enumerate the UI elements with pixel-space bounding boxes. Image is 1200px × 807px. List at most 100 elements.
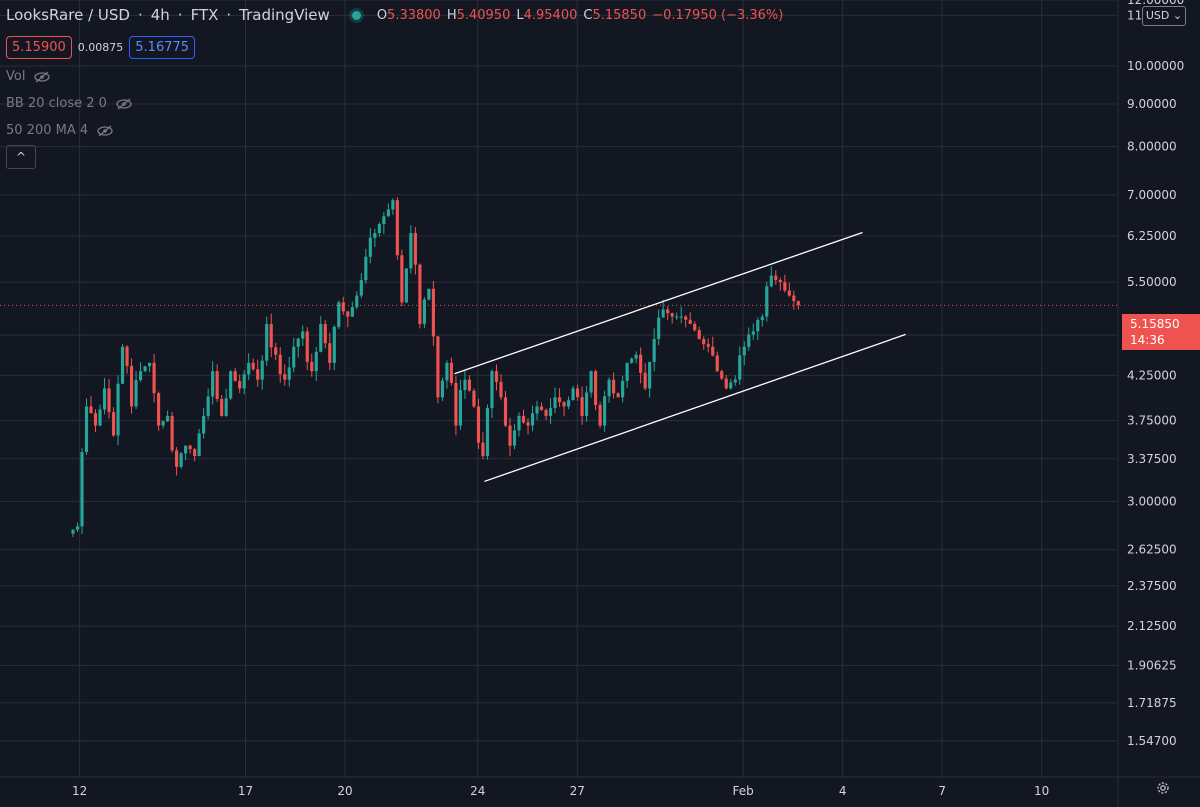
candle-body xyxy=(323,323,327,344)
candle-body xyxy=(580,397,584,416)
candle-body xyxy=(93,413,98,426)
candle-body xyxy=(517,415,521,431)
indicator-label: 50 200 MA 4 xyxy=(6,123,89,138)
candle-body xyxy=(328,343,332,363)
candle-body xyxy=(382,216,386,225)
candle-body xyxy=(152,362,156,394)
candle-body xyxy=(729,382,733,389)
candle-body xyxy=(188,445,192,450)
trend-channel xyxy=(454,231,906,483)
candle-body xyxy=(499,381,503,398)
candle-body xyxy=(395,200,399,256)
indicator-bb[interactable]: BB 20 close 2 0 xyxy=(6,96,133,111)
candle-body xyxy=(661,309,665,318)
eye-slash-icon[interactable] xyxy=(96,125,114,137)
candle-body xyxy=(621,380,625,398)
buy-price-button[interactable]: 5.16775 xyxy=(129,36,196,59)
time-tick-label: 4 xyxy=(839,784,847,798)
candle-body xyxy=(80,452,84,527)
candle-body xyxy=(404,268,408,303)
candle-body xyxy=(715,355,719,372)
candle-body xyxy=(211,371,215,397)
source-label: TradingView xyxy=(239,6,330,24)
candle-body xyxy=(287,367,291,380)
candle-body xyxy=(612,379,616,394)
candle-body xyxy=(84,406,89,453)
gear-icon[interactable] xyxy=(1155,780,1171,796)
price-tick-label: 2.12500 xyxy=(1127,619,1177,633)
low-value: L4.95400 xyxy=(516,7,578,23)
candle-body xyxy=(512,430,517,446)
indicator-label: Vol xyxy=(6,69,26,84)
candle-body xyxy=(346,311,350,317)
candle-body xyxy=(688,319,692,324)
candle-body xyxy=(274,347,278,355)
time-axis: 12 17 20 24 27 Feb 4 7 10 xyxy=(0,776,1200,798)
collapse-legend-button[interactable]: ^ xyxy=(6,145,36,169)
trade-panel: 5.15900 0.00875 5.16775 xyxy=(6,36,196,59)
candle-body xyxy=(319,323,323,352)
chevron-down-icon: ⌄ xyxy=(1172,9,1183,22)
candle-body xyxy=(598,405,602,426)
candle-body xyxy=(107,388,111,413)
candle-body xyxy=(111,412,116,436)
candle-body xyxy=(305,331,309,362)
currency-button[interactable]: USD ⌄ xyxy=(1142,6,1186,26)
candle-body xyxy=(251,362,255,370)
high-value: H5.40950 xyxy=(446,7,511,23)
candle-body xyxy=(643,372,647,389)
candle-body xyxy=(341,302,345,312)
price-tick-label: 3.37500 xyxy=(1127,452,1177,466)
time-tick-label: 12 xyxy=(72,784,87,798)
indicator-vol[interactable]: Vol xyxy=(6,69,51,84)
channel-upper-line[interactable] xyxy=(454,231,863,375)
last-price-value: 5.15850 xyxy=(1130,317,1180,331)
eye-slash-icon[interactable] xyxy=(115,98,133,110)
candle-body xyxy=(256,369,260,380)
time-tick-label: 20 xyxy=(337,784,352,798)
symbol-name[interactable]: LooksRare / USD xyxy=(6,6,130,24)
candle-body xyxy=(116,383,120,436)
candle-body xyxy=(530,413,535,426)
candle-body xyxy=(548,408,553,416)
candle-body xyxy=(409,233,413,269)
candle-body xyxy=(463,379,467,391)
candle-body xyxy=(377,224,381,234)
candle-body xyxy=(332,326,336,363)
candle-body xyxy=(616,393,620,398)
candle-body xyxy=(75,526,80,530)
candle-body xyxy=(778,280,782,283)
candle-body xyxy=(756,320,760,332)
candle-body xyxy=(143,366,147,372)
price-axis: 12.0000011.5000010.000009.000008.000007.… xyxy=(1117,0,1184,807)
candle-body xyxy=(458,390,463,426)
spread-value: 0.00875 xyxy=(77,41,124,54)
candle-body xyxy=(476,406,481,443)
candle-body xyxy=(679,316,683,318)
candle-body xyxy=(215,371,219,399)
candle-body xyxy=(639,354,643,373)
candle-body xyxy=(224,398,228,416)
candle-body xyxy=(666,309,670,314)
candle-body xyxy=(242,374,246,389)
price-tick-label: 3.00000 xyxy=(1127,494,1177,508)
price-tick-label: 3.75000 xyxy=(1127,414,1177,428)
candle-body xyxy=(774,275,778,281)
indicator-ma[interactable]: 50 200 MA 4 xyxy=(6,123,114,138)
sell-price-button[interactable]: 5.15900 xyxy=(6,36,72,59)
time-tick-label: 7 xyxy=(938,784,946,798)
candle-body xyxy=(193,449,197,457)
candle-body xyxy=(607,379,611,397)
price-tick-label: 7.00000 xyxy=(1127,188,1177,202)
candle-body xyxy=(391,200,395,210)
eye-slash-icon[interactable] xyxy=(33,71,51,83)
price-tick-label: 2.62500 xyxy=(1127,543,1177,557)
interval-label[interactable]: 4h xyxy=(150,6,170,24)
candle-body xyxy=(359,280,363,296)
candle-body xyxy=(769,275,773,287)
time-tick-label: 24 xyxy=(470,784,485,798)
time-tick-label: Feb xyxy=(732,784,753,798)
channel-lower-line[interactable] xyxy=(484,333,906,483)
candle-body xyxy=(170,415,174,451)
